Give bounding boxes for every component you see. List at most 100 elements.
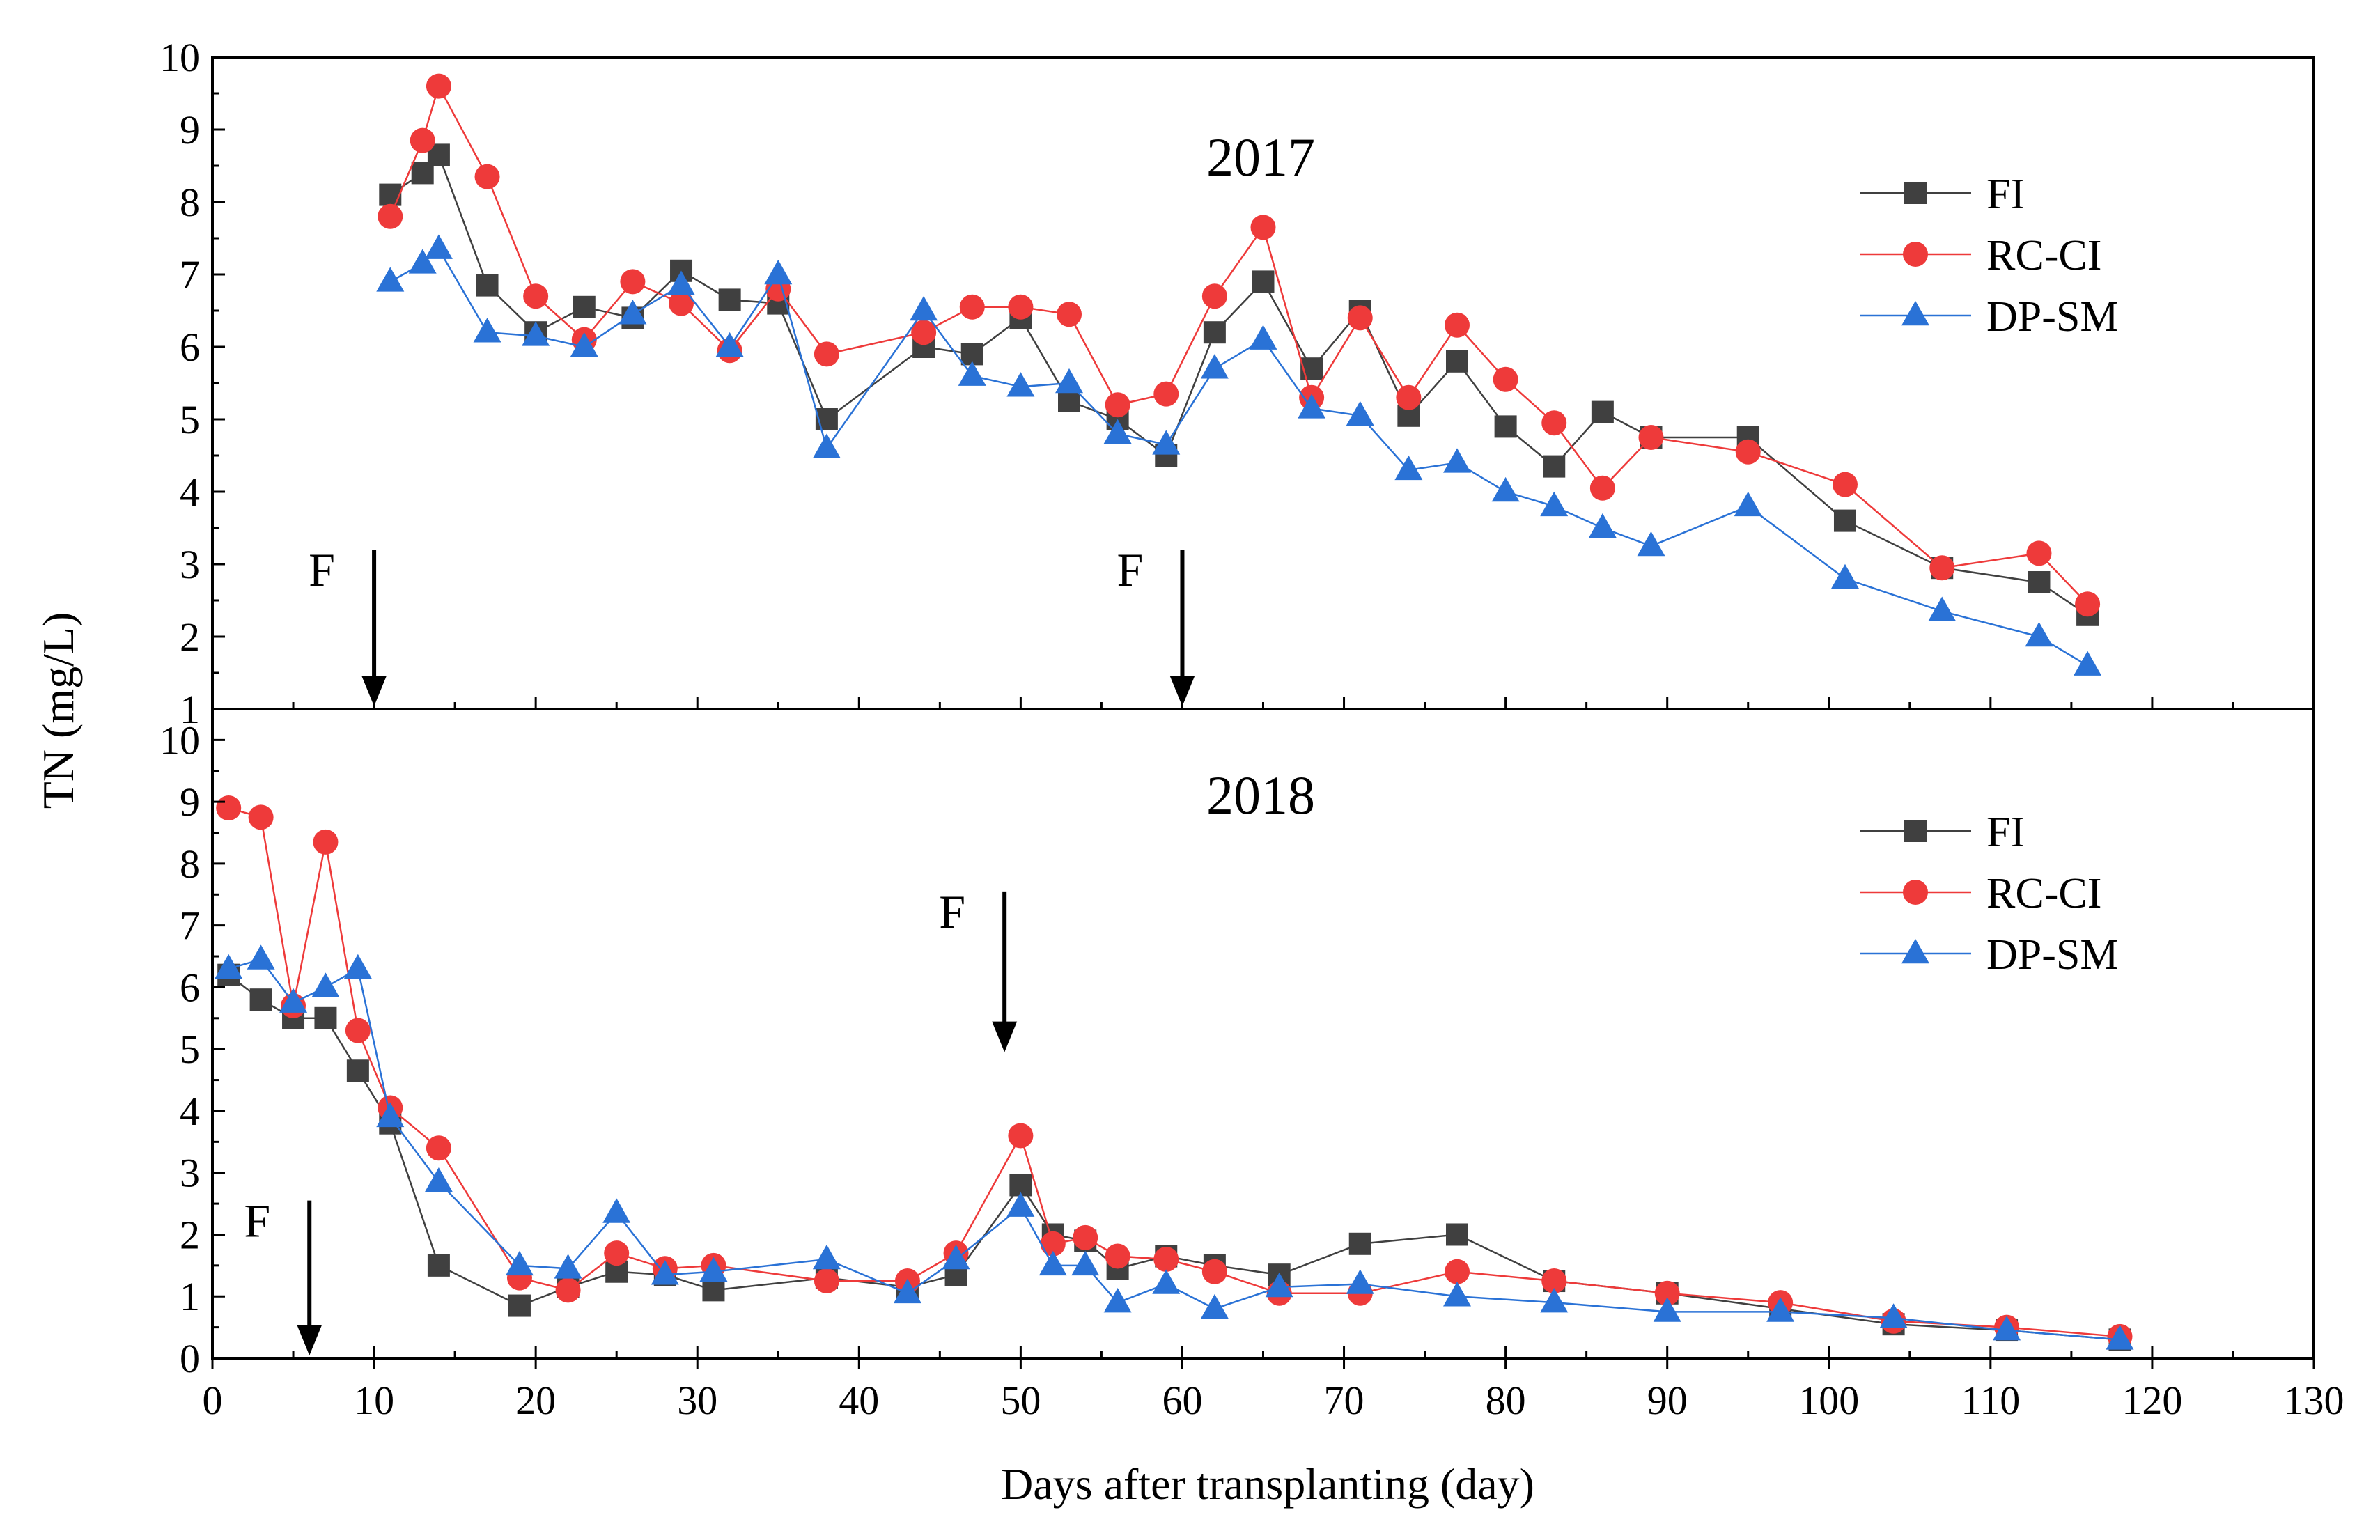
data-point (554, 1254, 582, 1279)
x-tick-label: 0 (203, 1378, 223, 1423)
data-point (426, 73, 451, 99)
x-tick-label: 70 (1324, 1378, 1364, 1423)
data-point (812, 1244, 841, 1270)
legend-item-rc-ci: RC-CI (1860, 870, 2101, 917)
data-point (216, 795, 242, 821)
data-point (424, 234, 453, 259)
data-point (2074, 651, 2102, 676)
legend-item-dp-sm: DP-SM (1860, 931, 2119, 979)
data-point (1250, 215, 1276, 240)
data-point (715, 332, 744, 357)
y-tick-label: 4 (180, 1089, 200, 1134)
y-tick-label: 6 (180, 325, 200, 370)
y-tick-label: 1 (180, 1274, 200, 1319)
data-point (1006, 372, 1035, 397)
data-point (1541, 1268, 1567, 1294)
series-dp-sm (376, 234, 2102, 676)
data-point (1201, 1259, 1227, 1284)
arrow-head (361, 676, 387, 706)
data-point (1654, 1280, 1680, 1306)
y-tick-label: 8 (180, 180, 200, 225)
panel-2018: 2018 F F FI RC-CI DP-SM (215, 765, 2134, 1355)
data-point (1735, 439, 1761, 465)
data-point (1252, 270, 1275, 293)
data-point (814, 1268, 839, 1294)
data-point (911, 320, 937, 345)
arrow-head (992, 1021, 1018, 1052)
data-point (1491, 476, 1520, 502)
legend-marker (1903, 242, 1928, 267)
data-point (1588, 513, 1617, 538)
data-point (313, 829, 339, 855)
x-tick-label: 20 (515, 1378, 556, 1423)
y-tick-label: 0 (180, 1336, 200, 1381)
data-point (1543, 455, 1566, 478)
data-point (1928, 596, 1957, 621)
data-point (1201, 283, 1227, 309)
x-tick-label: 90 (1647, 1378, 1688, 1423)
data-point (1879, 1303, 1908, 1328)
data-point (1993, 1315, 2021, 1341)
fertilization-label: F (309, 543, 335, 596)
data-point (376, 267, 405, 292)
legend-label: DP-SM (1986, 931, 2119, 979)
x-tick-label: 130 (2284, 1378, 2344, 1423)
y-tick-label: 7 (180, 903, 200, 949)
series-rc-ci (216, 795, 2133, 1349)
series-line (389, 247, 2088, 667)
data-point (1591, 400, 1614, 423)
data-point (1039, 1250, 1067, 1276)
data-point (1637, 531, 1665, 557)
data-point (1540, 1288, 1569, 1313)
y-tick-label: 2 (180, 1212, 200, 1257)
arrow-head (297, 1325, 322, 1355)
data-point (651, 1260, 679, 1285)
data-point (508, 1294, 531, 1317)
data-point (699, 1257, 728, 1282)
data-point (1152, 430, 1181, 455)
y-tick-label: 9 (180, 107, 200, 153)
data-point (1105, 392, 1130, 418)
arrow-head (1169, 676, 1195, 706)
data-point (1055, 368, 1084, 394)
data-point (523, 283, 549, 309)
data-point (764, 259, 793, 285)
y-tick-label: 1 (180, 687, 200, 732)
data-point (378, 203, 403, 229)
x-tick-label: 80 (1486, 1378, 1526, 1423)
data-point (2025, 621, 2053, 647)
fertilization-label: F (244, 1195, 270, 1247)
data-point (1766, 1297, 1795, 1322)
x-axis-label: Days after transplanting (day) (1001, 1459, 1534, 1509)
data-point (426, 1135, 451, 1161)
data-point (1105, 1243, 1130, 1269)
data-point (1445, 350, 1468, 373)
data-point (702, 1279, 725, 1302)
panel-title: 2018 (1206, 765, 1315, 825)
data-point (1071, 1250, 1100, 1276)
data-point (619, 300, 647, 325)
series-dp-sm (215, 944, 2134, 1350)
fertilization-label: F (1117, 543, 1144, 596)
data-point (1073, 1224, 1098, 1250)
data-point (314, 1006, 337, 1029)
y-tick-label: 3 (180, 542, 200, 587)
data-point (1444, 312, 1470, 338)
data-point (2028, 571, 2051, 593)
data-point (604, 1240, 630, 1266)
data-point (249, 988, 272, 1011)
data-point (1057, 302, 1082, 327)
fertilization-label: F (939, 885, 965, 938)
fertilization-arrow: F (244, 1195, 322, 1355)
x-tick-label: 30 (677, 1378, 717, 1423)
data-point (1494, 415, 1517, 438)
data-point (1653, 1297, 1681, 1322)
data-point (1734, 491, 1762, 517)
y-tick-label: 10 (160, 717, 200, 763)
legend-label: FI (1986, 809, 2025, 856)
data-point (1298, 394, 1326, 419)
y-tick-label: 2 (180, 614, 200, 660)
data-point (1103, 419, 1132, 444)
